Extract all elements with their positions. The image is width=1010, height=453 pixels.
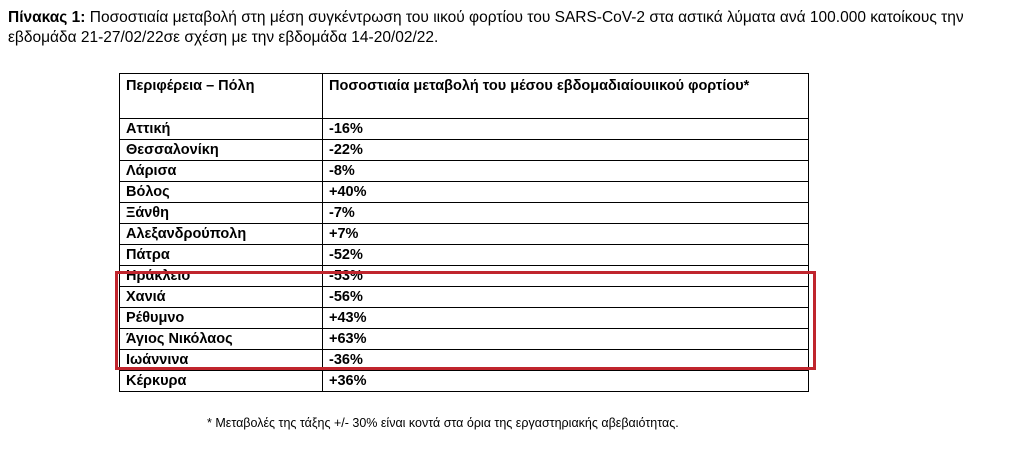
change-cell: -22% xyxy=(322,139,809,161)
header-region-city: Περιφέρεια – Πόλη xyxy=(119,73,323,119)
highlight-box-crete xyxy=(115,271,816,370)
table-caption: Πίνακας 1: Ποσοστιαία μεταβολή στη μέση … xyxy=(8,8,998,48)
table-row: Κέρκυρα +36% xyxy=(119,370,809,392)
change-cell: -16% xyxy=(322,118,809,140)
table-row: Θεσσαλονίκη -22% xyxy=(119,139,809,161)
change-cell: +7% xyxy=(322,223,809,245)
caption-label: Πίνακας 1: xyxy=(8,9,86,26)
table-row: Πάτρα -52% xyxy=(119,244,809,266)
city-cell: Αττική xyxy=(119,118,323,140)
city-cell: Ρέθυμνο xyxy=(119,307,323,329)
city-cell: Κέρκυρα xyxy=(119,370,323,392)
change-cell: -7% xyxy=(322,202,809,224)
city-cell: Βόλος xyxy=(119,181,323,203)
table-row: Ιωάννινα -36% xyxy=(119,349,809,371)
table-row: Ξάνθη -7% xyxy=(119,202,809,224)
city-cell: Λάρισα xyxy=(119,160,323,182)
city-cell: Ξάνθη xyxy=(119,202,323,224)
data-table: Περιφέρεια – Πόλη Ποσοστιαία μεταβολή το… xyxy=(119,73,809,392)
table-row: Αττική -16% xyxy=(119,118,809,140)
city-cell: Θεσσαλονίκη xyxy=(119,139,323,161)
city-cell: Ιωάννινα xyxy=(119,349,323,371)
table-row: Λάρισα -8% xyxy=(119,160,809,182)
city-cell: Αλεξανδρούπολη xyxy=(119,223,323,245)
footnote: * Μεταβολές της τάξης +/- 30% είναι κοντ… xyxy=(207,416,679,430)
change-cell: -8% xyxy=(322,160,809,182)
table-row: Βόλος +40% xyxy=(119,181,809,203)
city-cell: Πάτρα xyxy=(119,244,323,266)
caption-text: Ποσοστιαία μεταβολή στη μέση συγκέντρωση… xyxy=(8,9,964,46)
table-row: Ρέθυμνο +43% xyxy=(119,307,809,329)
table-row: Αλεξανδρούπολη +7% xyxy=(119,223,809,245)
header-percent-change: Ποσοστιαία μεταβολή του μέσου εβδομαδιαί… xyxy=(322,73,809,119)
table-header-row: Περιφέρεια – Πόλη Ποσοστιαία μεταβολή το… xyxy=(119,73,809,119)
change-cell: +36% xyxy=(322,370,809,392)
change-cell: +40% xyxy=(322,181,809,203)
change-cell: -52% xyxy=(322,244,809,266)
